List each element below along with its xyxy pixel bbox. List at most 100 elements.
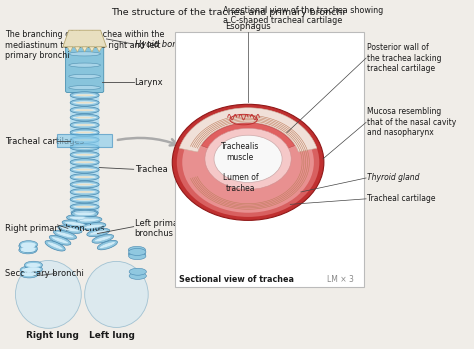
Ellipse shape (75, 94, 94, 96)
Ellipse shape (70, 188, 99, 195)
Ellipse shape (97, 240, 118, 250)
Circle shape (177, 108, 319, 217)
Text: A sectional view of the trachea showing
a C-shaped tracheal cartilage: A sectional view of the trachea showing … (223, 6, 383, 25)
Ellipse shape (21, 246, 36, 251)
Ellipse shape (58, 225, 82, 233)
Polygon shape (67, 47, 73, 52)
Text: Trachea: Trachea (135, 165, 167, 174)
FancyBboxPatch shape (70, 90, 99, 212)
Ellipse shape (128, 248, 146, 255)
Text: Left lung: Left lung (89, 331, 135, 340)
Ellipse shape (21, 244, 35, 248)
Polygon shape (75, 47, 80, 52)
Ellipse shape (76, 216, 102, 224)
Ellipse shape (129, 273, 146, 280)
Ellipse shape (69, 216, 91, 220)
Ellipse shape (20, 266, 38, 274)
Polygon shape (63, 30, 107, 47)
Text: Tracheal cartilages: Tracheal cartilages (5, 137, 84, 146)
FancyBboxPatch shape (175, 32, 364, 288)
Polygon shape (179, 108, 317, 152)
Ellipse shape (19, 246, 37, 254)
Ellipse shape (128, 253, 146, 260)
Ellipse shape (75, 109, 94, 111)
Ellipse shape (72, 123, 97, 127)
FancyBboxPatch shape (57, 134, 112, 147)
Ellipse shape (19, 245, 37, 252)
Ellipse shape (75, 132, 94, 133)
Ellipse shape (75, 139, 94, 141)
Ellipse shape (75, 117, 94, 118)
Ellipse shape (70, 173, 99, 180)
Text: The structure of the trachea and primary bronchi: The structure of the trachea and primary… (110, 8, 345, 17)
Ellipse shape (72, 116, 97, 119)
Ellipse shape (72, 131, 97, 134)
Ellipse shape (45, 240, 65, 251)
Ellipse shape (70, 99, 99, 106)
Circle shape (172, 104, 324, 220)
Ellipse shape (72, 168, 97, 171)
Text: Esophagus: Esophagus (225, 22, 271, 31)
Ellipse shape (70, 136, 99, 143)
Ellipse shape (75, 191, 94, 193)
Ellipse shape (47, 242, 63, 250)
Ellipse shape (72, 161, 97, 164)
Ellipse shape (70, 92, 99, 99)
Ellipse shape (70, 129, 99, 136)
Ellipse shape (26, 263, 41, 267)
Text: Secondary bronchi: Secondary bronchi (5, 269, 84, 278)
Ellipse shape (60, 227, 80, 232)
Ellipse shape (92, 235, 114, 243)
Ellipse shape (56, 232, 74, 238)
Ellipse shape (71, 209, 98, 216)
Ellipse shape (205, 128, 291, 190)
Text: Trachealis
muscle: Trachealis muscle (221, 142, 260, 162)
Ellipse shape (16, 261, 81, 328)
Ellipse shape (79, 218, 100, 222)
Ellipse shape (75, 184, 94, 185)
FancyBboxPatch shape (65, 45, 104, 92)
Text: Tracheal cartilage: Tracheal cartilage (367, 194, 436, 203)
Ellipse shape (22, 272, 36, 276)
Ellipse shape (128, 246, 146, 253)
Text: The branching of the trachea within the
mediastinum to form the right and left
p: The branching of the trachea within the … (5, 30, 164, 60)
Ellipse shape (69, 63, 100, 67)
Ellipse shape (72, 210, 98, 217)
Ellipse shape (89, 230, 108, 235)
Ellipse shape (70, 107, 99, 113)
Text: Right lung: Right lung (27, 331, 79, 340)
Text: Lumen of
trachea: Lumen of trachea (222, 173, 258, 193)
Ellipse shape (75, 154, 94, 156)
Ellipse shape (69, 74, 100, 79)
Ellipse shape (74, 211, 96, 215)
Ellipse shape (72, 146, 97, 149)
Ellipse shape (72, 183, 97, 186)
Polygon shape (89, 47, 95, 52)
Ellipse shape (128, 251, 146, 258)
Ellipse shape (72, 153, 97, 156)
Ellipse shape (26, 267, 41, 271)
Ellipse shape (70, 151, 99, 158)
Ellipse shape (72, 190, 97, 194)
Ellipse shape (84, 224, 103, 229)
Ellipse shape (100, 242, 115, 248)
Ellipse shape (70, 203, 99, 210)
Ellipse shape (20, 270, 38, 278)
Circle shape (182, 112, 314, 213)
Text: Right primary bronchus: Right primary bronchus (5, 224, 105, 233)
Ellipse shape (94, 236, 111, 242)
Ellipse shape (24, 261, 43, 269)
Ellipse shape (70, 114, 99, 121)
Polygon shape (201, 123, 294, 149)
Polygon shape (97, 47, 102, 52)
Text: Posterior wall of
the trachea lacking
tracheal cartilage: Posterior wall of the trachea lacking tr… (367, 43, 442, 73)
Ellipse shape (69, 52, 100, 56)
Ellipse shape (19, 242, 37, 250)
Ellipse shape (85, 261, 148, 327)
Ellipse shape (54, 230, 76, 239)
Ellipse shape (62, 220, 88, 228)
Ellipse shape (49, 235, 71, 245)
Ellipse shape (75, 102, 94, 104)
Ellipse shape (82, 223, 106, 230)
Ellipse shape (72, 205, 97, 209)
